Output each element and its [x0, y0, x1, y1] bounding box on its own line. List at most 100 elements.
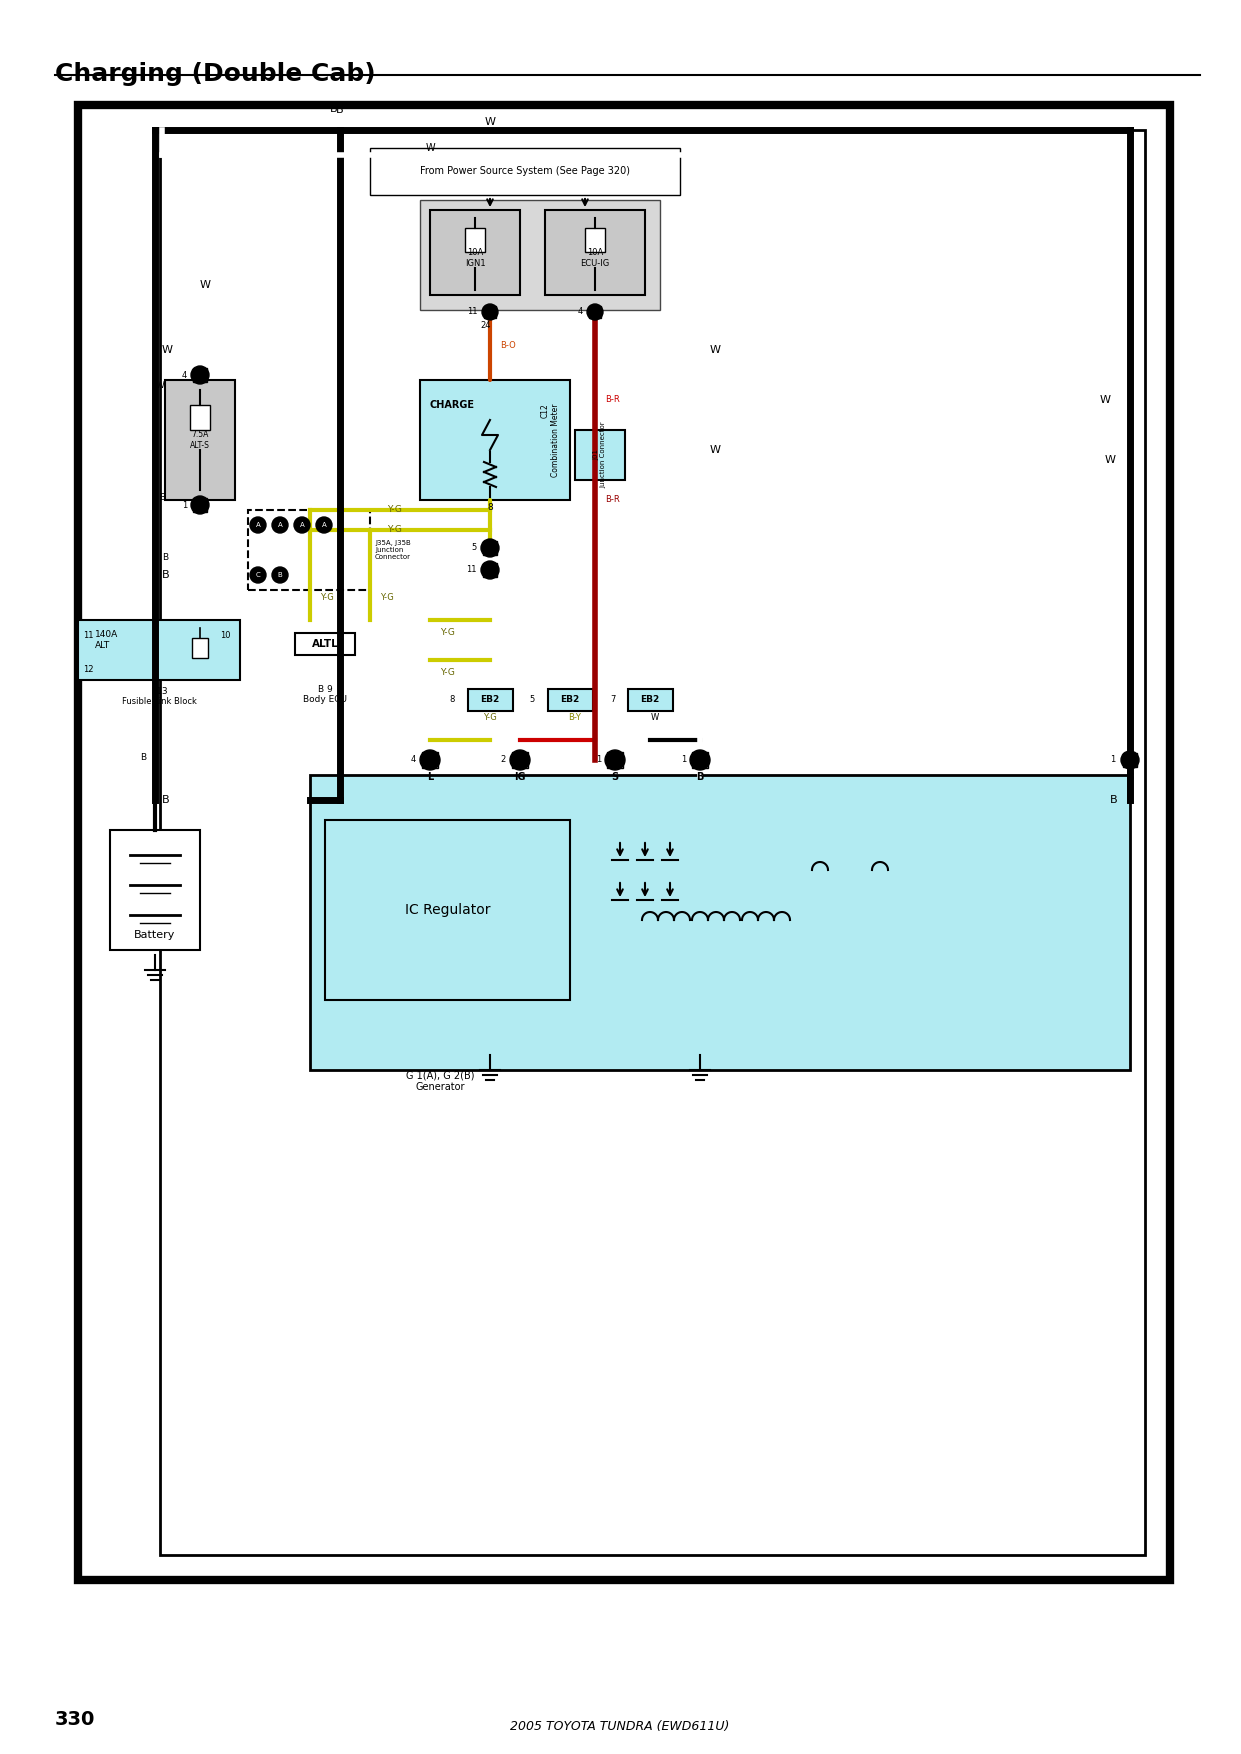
Circle shape [272, 517, 288, 533]
Bar [78, 105, 1170, 1580]
Bar [190, 405, 210, 430]
Text: A: A [256, 523, 261, 528]
Text: W: W [163, 346, 172, 354]
Text: Y-G: Y-G [380, 593, 393, 602]
Text: S: S [612, 772, 618, 782]
Bar [545, 210, 645, 295]
Bar [628, 689, 673, 710]
Circle shape [294, 517, 310, 533]
Text: 11: 11 [83, 630, 93, 640]
Text: B: B [1109, 795, 1118, 805]
Text: B-R: B-R [606, 395, 619, 405]
Text: B: B [140, 752, 146, 761]
Text: B: B [278, 572, 283, 579]
Circle shape [249, 567, 266, 582]
Text: A: A [697, 756, 702, 765]
Text: CHARGE: CHARGE [429, 400, 475, 410]
Text: L: L [427, 772, 433, 782]
Text: 10: 10 [220, 630, 231, 640]
Text: 11: 11 [467, 565, 477, 575]
Circle shape [272, 567, 288, 582]
Circle shape [510, 751, 530, 770]
Bar [165, 381, 235, 500]
Bar [607, 752, 623, 768]
Text: B: B [336, 105, 344, 116]
Bar [194, 498, 207, 512]
Text: B: B [1127, 772, 1134, 782]
Text: 140A
ALT: 140A ALT [96, 630, 118, 649]
Text: B: B [696, 772, 704, 782]
Text: B: B [163, 795, 170, 805]
Bar [248, 510, 370, 589]
Text: 2B: 2B [195, 500, 205, 509]
Text: 7: 7 [609, 696, 616, 705]
Text: A: A [299, 523, 304, 528]
Text: B: B [159, 493, 165, 502]
Text: 1H: 1H [485, 307, 495, 316]
Bar [419, 381, 570, 500]
Text: 4: 4 [181, 370, 187, 379]
Text: Generator: Generator [416, 1082, 464, 1093]
Bar [325, 821, 570, 1000]
Circle shape [191, 496, 208, 514]
Text: 5: 5 [472, 544, 477, 553]
Bar [160, 130, 1145, 1556]
Text: 2: 2 [501, 756, 506, 765]
Text: Y-G: Y-G [483, 712, 496, 723]
Bar [692, 752, 709, 768]
Text: IC Regulator: IC Regulator [405, 903, 490, 917]
Text: 1: 1 [181, 500, 187, 509]
Text: C: C [256, 572, 261, 579]
Text: A: A [278, 523, 283, 528]
Bar [422, 752, 438, 768]
Text: G 1(A), G 2(B): G 1(A), G 2(B) [406, 1070, 474, 1080]
Text: B: B [163, 570, 170, 581]
Text: W: W [1100, 395, 1111, 405]
Circle shape [316, 517, 333, 533]
Text: B: B [517, 756, 522, 765]
Text: From Power Source System (See Page 320): From Power Source System (See Page 320) [419, 167, 630, 177]
Text: 1: 1 [681, 756, 686, 765]
Text: Y-G: Y-G [387, 526, 402, 535]
Text: W: W [200, 281, 211, 289]
Text: B: B [330, 103, 338, 114]
Text: 5: 5 [530, 696, 535, 705]
Bar [575, 430, 625, 481]
Circle shape [419, 751, 441, 770]
Text: 10A
IGN1: 10A IGN1 [464, 249, 485, 268]
Text: Y-G: Y-G [441, 628, 455, 637]
Circle shape [191, 367, 208, 384]
Text: EB2: EB2 [480, 696, 500, 705]
Text: B: B [612, 756, 618, 765]
Circle shape [587, 303, 603, 319]
Text: W: W [650, 712, 659, 723]
Text: W: W [710, 346, 721, 354]
Text: W: W [1104, 454, 1116, 465]
Bar [465, 228, 485, 253]
Text: 10A
ECU-IG: 10A ECU-IG [581, 249, 609, 268]
Bar [1123, 752, 1137, 766]
Text: 11: 11 [468, 307, 478, 316]
Text: J01
Junction Connector: J01 Junction Connector [593, 421, 607, 488]
Text: 4: 4 [411, 756, 416, 765]
Text: B-R: B-R [606, 495, 619, 505]
Text: EB2: EB2 [561, 696, 580, 705]
Text: C12
Combination Meter: C12 Combination Meter [541, 403, 560, 477]
Text: W: W [426, 144, 434, 153]
Circle shape [1121, 751, 1139, 768]
Bar [110, 830, 200, 951]
Bar [429, 210, 520, 295]
Circle shape [249, 517, 266, 533]
Text: 1H: 1H [485, 544, 495, 553]
Text: F13: F13 [150, 688, 168, 696]
Bar [585, 228, 606, 253]
Text: W: W [710, 446, 721, 454]
Bar [310, 775, 1131, 1070]
Text: 12: 12 [83, 665, 93, 675]
Text: Battery: Battery [134, 930, 176, 940]
Text: ALTL: ALTL [311, 638, 339, 649]
Text: 2005 TOYOTA TUNDRA (EWD611U): 2005 TOYOTA TUNDRA (EWD611U) [510, 1721, 730, 1733]
Bar [589, 305, 601, 317]
Text: Fusible Link Block: Fusible Link Block [122, 698, 196, 707]
Bar [370, 147, 680, 195]
